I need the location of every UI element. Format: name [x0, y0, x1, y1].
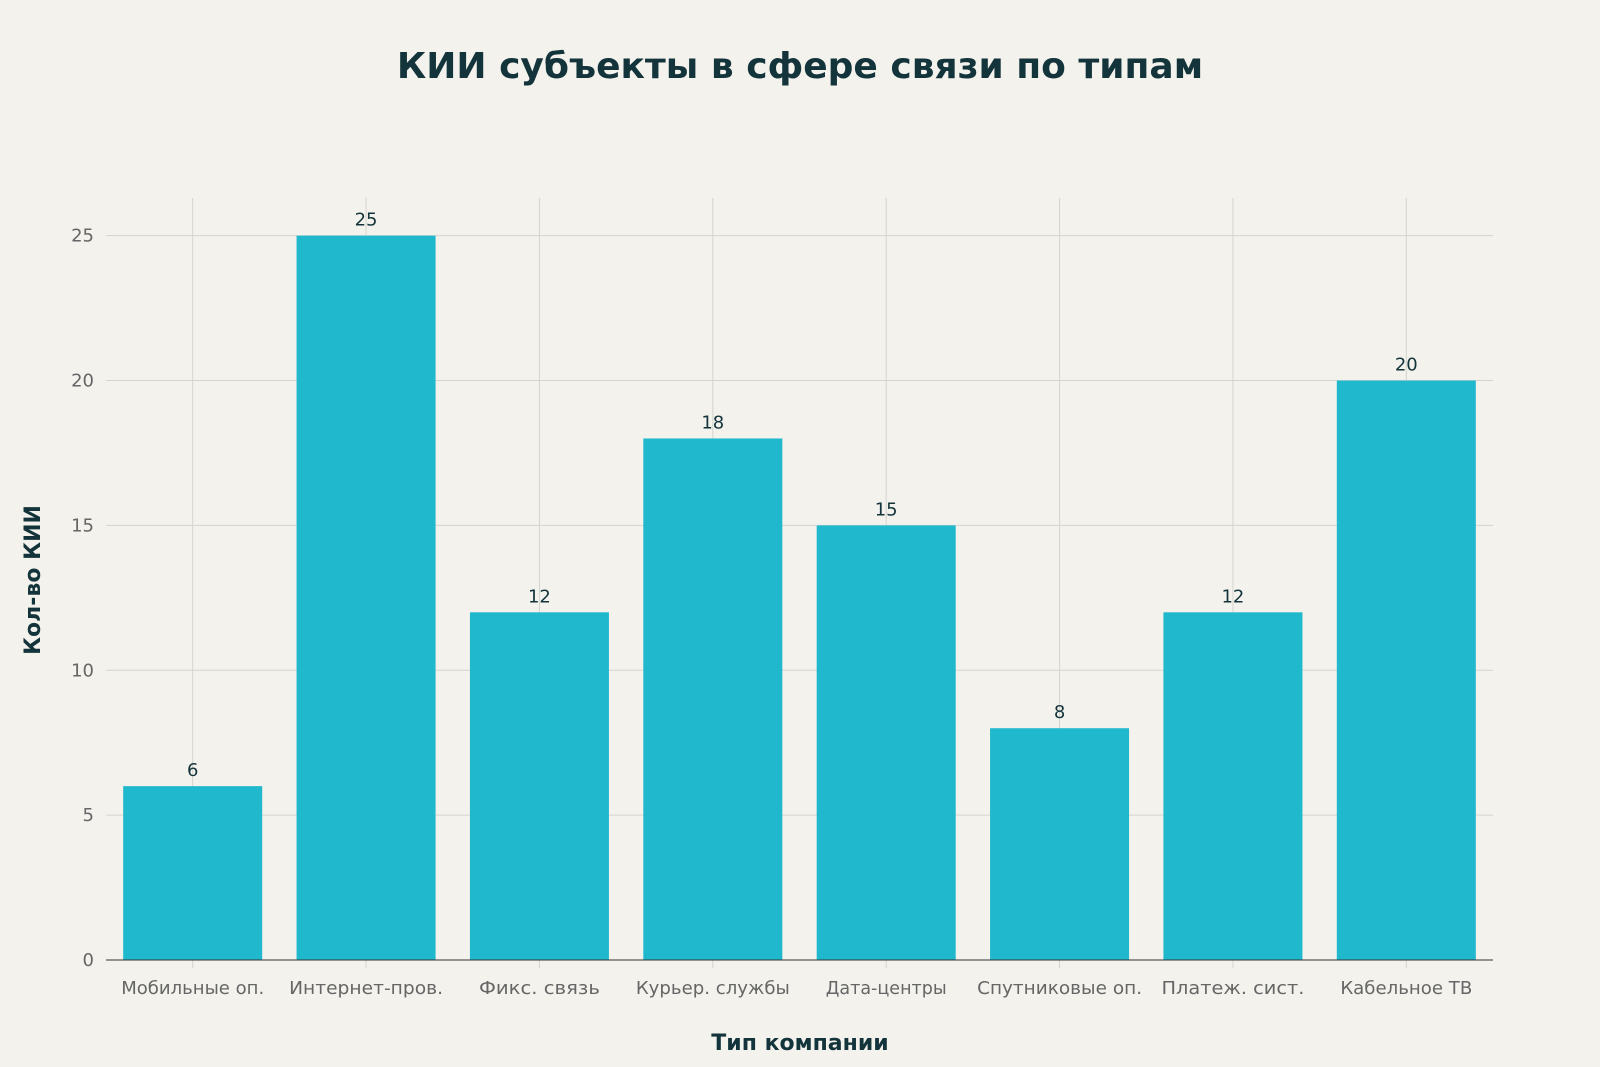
chart-title: КИИ субъекты в сфере связи по типам	[397, 46, 1203, 87]
y-tick-label: 5	[83, 805, 94, 826]
x-tick-label: Спутниковые оп.	[977, 978, 1142, 999]
data-label: 12	[528, 586, 551, 607]
x-tick-label: Дата-центры	[826, 978, 947, 999]
x-tick-labels: Мобильные оп. Интернет-пров. Фикс. связь Ку…	[121, 978, 1472, 999]
data-label: 18	[701, 412, 724, 433]
y-tick-label: 25	[71, 226, 94, 247]
y-axis-title: Кол-во КИИ	[21, 505, 46, 655]
x-tick-label: Кабельное ТВ	[1340, 978, 1472, 999]
bars: 6 25 12 18 15 8 12 20	[123, 210, 1476, 960]
y-tick-labels: 0 5 10 15 20 25	[71, 226, 94, 971]
bar	[643, 438, 783, 960]
data-label: 25	[355, 210, 378, 231]
y-tick-label: 20	[71, 371, 94, 392]
x-tick-label: Фикс. связь	[479, 978, 600, 999]
bar	[816, 525, 956, 960]
data-label: 12	[1221, 586, 1244, 607]
y-tick-label: 15	[71, 515, 94, 536]
data-label: 8	[1054, 702, 1065, 723]
data-label: 20	[1395, 355, 1418, 376]
bar	[990, 728, 1130, 960]
x-tick-label: Мобильные оп.	[121, 978, 264, 999]
bar	[1336, 380, 1476, 960]
bar	[296, 235, 436, 960]
bar	[469, 612, 609, 960]
y-tick-label: 0	[83, 950, 94, 971]
x-tick-label: Курьер. службы	[636, 978, 790, 999]
bar	[123, 786, 263, 960]
data-label: 6	[187, 760, 198, 781]
x-axis-title: Тип компании	[711, 1031, 888, 1056]
x-tick-label: Платеж. сист.	[1161, 978, 1304, 999]
x-tick-label: Интернет-пров.	[289, 978, 443, 999]
bar	[1163, 612, 1303, 960]
data-label: 15	[875, 499, 898, 520]
y-tick-label: 10	[71, 660, 94, 681]
